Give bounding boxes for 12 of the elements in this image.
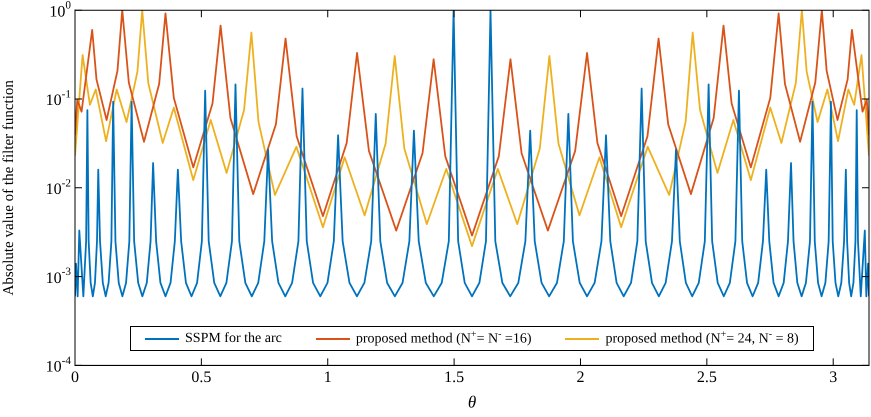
x-tick-label: 1.5 <box>444 369 464 386</box>
x-tick-label: 0.5 <box>191 369 212 386</box>
x-tick-label: 1 <box>324 369 332 386</box>
x-axis-title: θ <box>468 392 476 412</box>
x-tick-label: 3 <box>829 369 838 386</box>
x-tick-label: 2.5 <box>696 369 717 386</box>
x-tick-label: 2 <box>576 369 584 386</box>
x-tick-label: 0 <box>71 369 79 386</box>
y-axis-title: Absolute value of the filter function <box>0 80 17 296</box>
legend-label: proposed method (N$^{+}$= N$^{-}$ =16) <box>356 329 532 348</box>
legend-label: SSPM for the arc <box>185 330 282 347</box>
legend-label: proposed method (N$^{+}$= 24, N$^{-}$ = 8) <box>605 329 799 348</box>
